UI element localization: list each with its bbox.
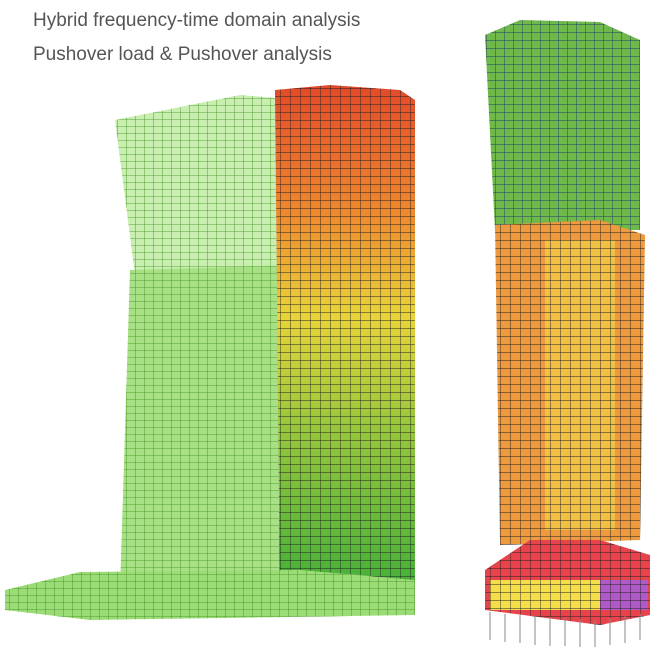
caption: Pushover load & Pushover analysis: [33, 44, 332, 65]
left-model: [5, 85, 415, 620]
caption: Hybrid frequency-time domain analysis: [33, 10, 361, 31]
right-model: [485, 20, 650, 647]
